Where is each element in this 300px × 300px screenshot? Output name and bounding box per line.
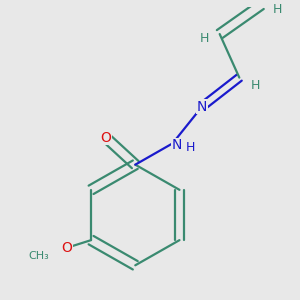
Text: N: N <box>171 138 182 152</box>
Text: N: N <box>197 100 207 114</box>
Text: O: O <box>100 130 111 145</box>
Text: H: H <box>273 3 282 16</box>
Text: H: H <box>186 141 195 154</box>
Text: CH₃: CH₃ <box>29 250 50 261</box>
Text: O: O <box>61 241 72 255</box>
Text: H: H <box>199 32 209 45</box>
Text: H: H <box>250 79 260 92</box>
